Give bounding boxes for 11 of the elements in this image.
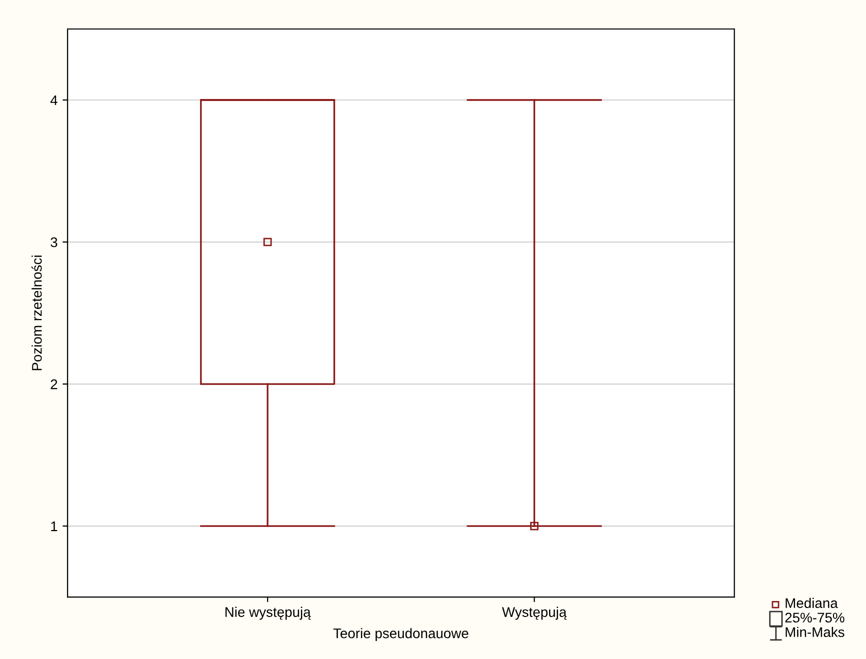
y-tick-label: 4 xyxy=(50,95,58,106)
y-axis-title: Poziom rzetelności xyxy=(31,256,42,370)
x-axis-title: Teorie pseudonauowe xyxy=(333,628,468,642)
text: Min-Maks xyxy=(786,626,844,638)
text: 25%-75% xyxy=(785,612,844,623)
y-tick-label: 1 xyxy=(51,522,58,532)
y-tick-label: 2 xyxy=(50,379,58,390)
text: Mediana xyxy=(786,598,838,608)
x-tick-label: Nie występują xyxy=(226,606,311,620)
x-tick-label: Występują xyxy=(502,606,567,620)
y-tick-label: 3 xyxy=(50,237,58,248)
